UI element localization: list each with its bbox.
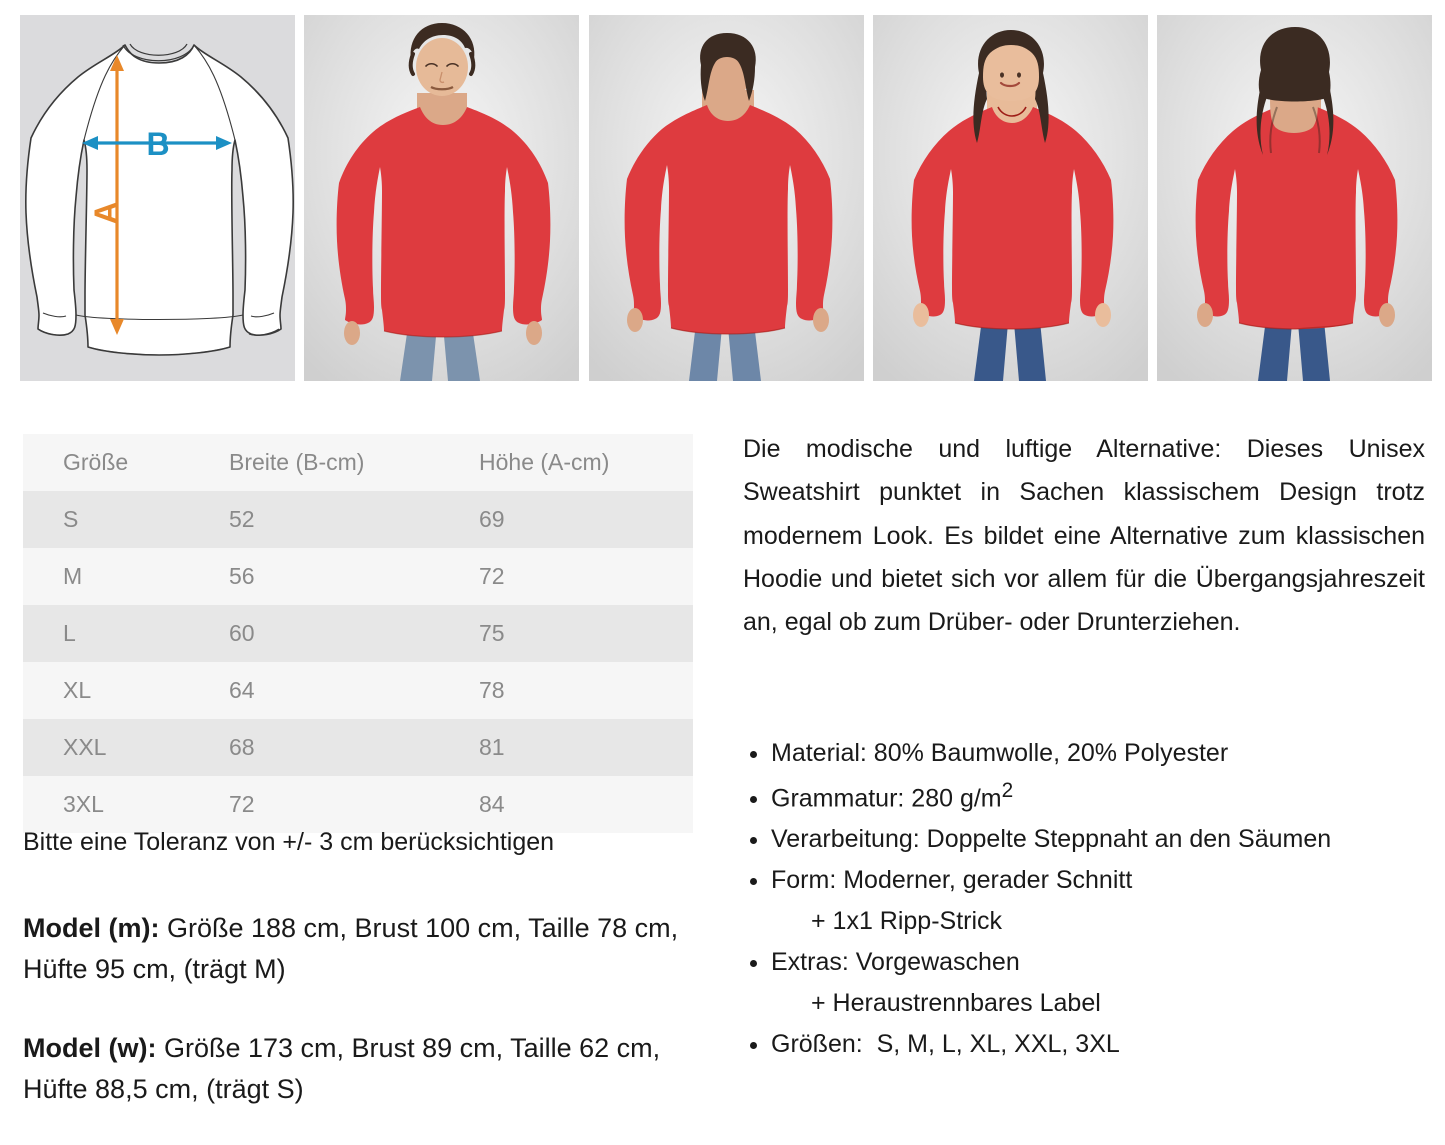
svg-text:A: A <box>88 201 124 224</box>
svg-text:B: B <box>146 126 169 162</box>
